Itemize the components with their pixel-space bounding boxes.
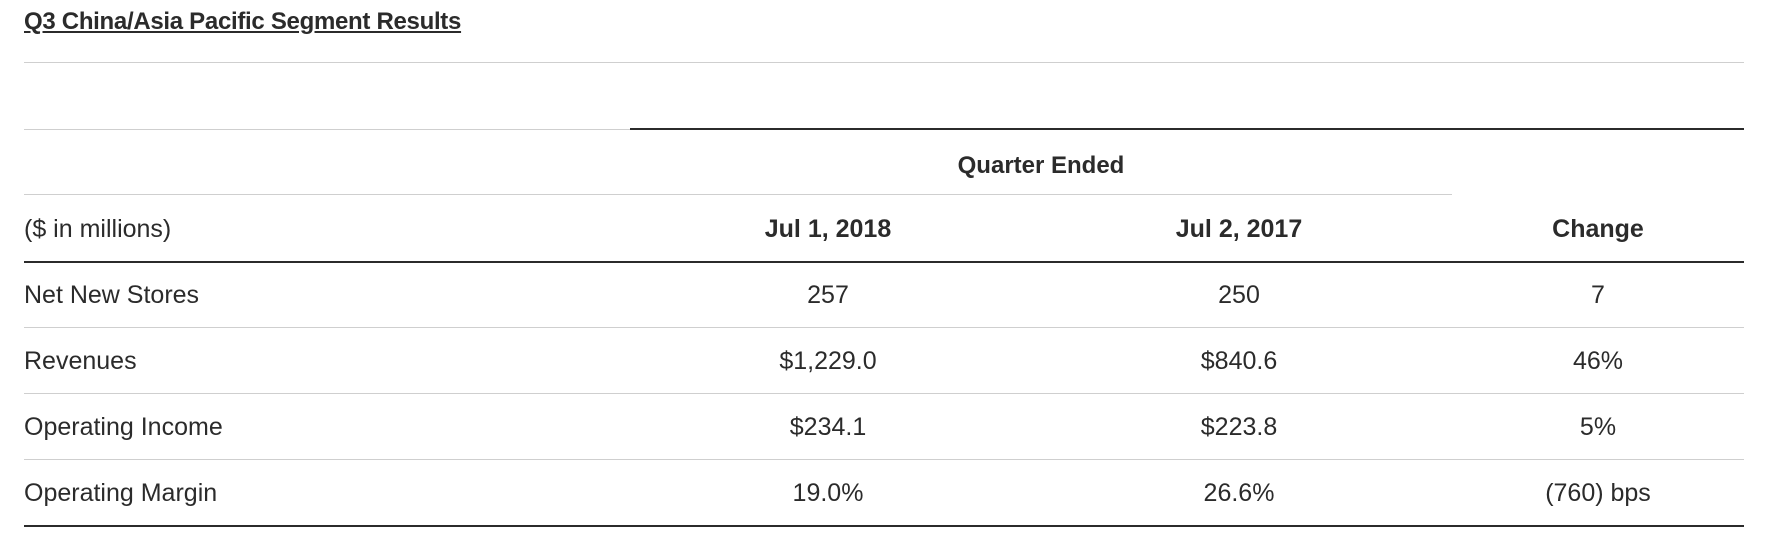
- table-row: Net New Stores 257 250 7: [24, 262, 1744, 328]
- row-label: Revenues: [24, 347, 137, 375]
- row-label: Operating Income: [24, 413, 223, 441]
- table-row: Operating Margin 19.0% 26.6% (760) bps: [24, 460, 1744, 526]
- table-bottom-rule: [24, 525, 1744, 527]
- row-label: Operating Margin: [24, 479, 218, 507]
- table-row: Revenues $1,229.0 $840.6 46%: [24, 328, 1744, 394]
- quarter-ended-header: Quarter Ended: [957, 152, 1125, 179]
- column-header-jul-2-2017: Jul 2, 2017: [1175, 215, 1303, 243]
- row-value-2018: 257: [807, 281, 849, 309]
- column-header-change: Change: [1552, 215, 1644, 243]
- row-change: 5%: [1579, 413, 1617, 441]
- row-value-2018: 19.0%: [792, 479, 864, 507]
- row-divider: [24, 393, 1744, 394]
- page-title: Q3 China/Asia Pacific Segment Results: [24, 8, 462, 35]
- table-header-row: ($ in millions) Jul 1, 2018 Jul 2, 2017 …: [24, 196, 1744, 262]
- row-change: 46%: [1572, 347, 1624, 375]
- row-label: Net New Stores: [24, 281, 200, 309]
- header-bottom-rule: [24, 261, 1744, 263]
- row-value-2018: $1,229.0: [779, 347, 877, 375]
- row-value-2017: $223.8: [1200, 413, 1278, 441]
- title-divider: [24, 62, 1744, 63]
- row-divider: [24, 327, 1744, 328]
- table-top-rule-left: [24, 129, 630, 130]
- group-header-rule: [24, 194, 1452, 195]
- units-label: ($ in millions): [24, 215, 172, 243]
- row-change: 7: [1591, 281, 1605, 309]
- column-header-jul-1-2018: Jul 1, 2018: [764, 215, 892, 243]
- row-value-2017: 250: [1218, 281, 1260, 309]
- row-value-2017: 26.6%: [1203, 479, 1275, 507]
- row-divider: [24, 459, 1744, 460]
- row-change: (760) bps: [1545, 479, 1651, 507]
- row-value-2017: $840.6: [1200, 347, 1278, 375]
- table-row: Operating Income $234.1 $223.8 5%: [24, 394, 1744, 460]
- table-top-rule-right: [630, 128, 1744, 130]
- row-value-2018: $234.1: [789, 413, 867, 441]
